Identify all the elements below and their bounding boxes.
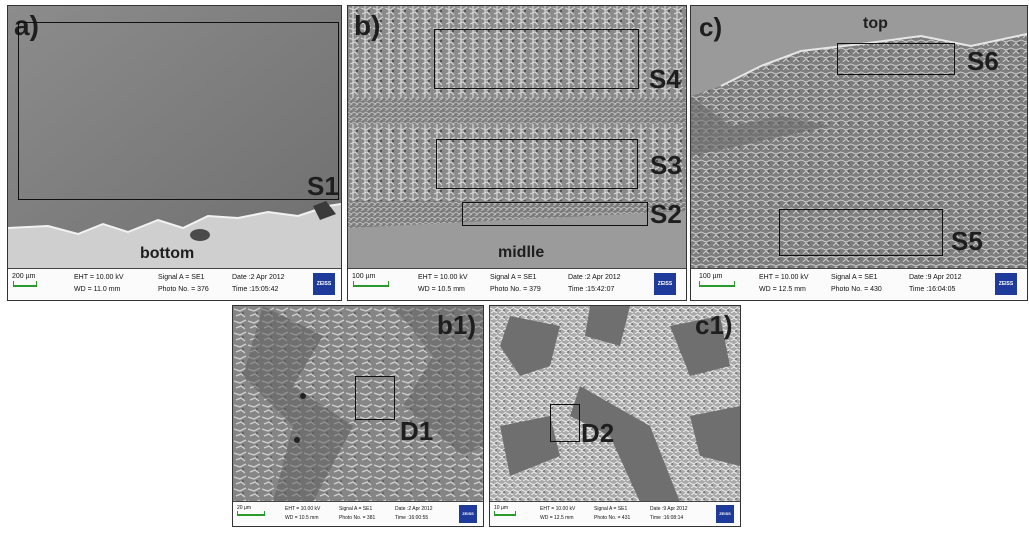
sem-panel-a: a) S1 bottom 200 µm EHT = 10.00 kV WD = … xyxy=(7,5,342,301)
roi-box-d2 xyxy=(550,404,580,442)
region-label-s3: S3 xyxy=(650,150,682,180)
sem-panel-b: b) S4 S3 S2 midlle 100 µm EHT = 10.00 kV… xyxy=(347,5,687,301)
eht-value: EHT = 10.00 kV xyxy=(285,506,321,512)
roi-box-s3 xyxy=(436,139,638,189)
region-label-bottom: bottom xyxy=(140,245,195,262)
photo-number: Photo No. = 381 xyxy=(339,515,376,521)
sem-databar-b1: 20 µm EHT = 10.00 kV WD = 10.5 mm Signal… xyxy=(233,501,483,526)
region-label-d2: D2 xyxy=(581,418,615,448)
zeiss-logo: ZEISS xyxy=(459,505,477,523)
sem-databar-c1: 10 µm EHT = 10.00 kV WD = 12.5 mm Signal… xyxy=(490,501,740,526)
eht-value: EHT = 10.00 kV xyxy=(418,274,468,281)
photo-number: Photo No. = 430 xyxy=(831,286,882,293)
region-label-d1: D1 xyxy=(400,416,434,446)
scale-label: 100 µm xyxy=(352,273,376,280)
eht-value: EHT = 10.00 kV xyxy=(540,506,576,512)
sem-panel-c1: c1) D2 10 µm EHT = 10.00 kV WD = 12.5 mm… xyxy=(489,305,741,527)
time-value: Time :15:05:42 xyxy=(232,286,279,293)
date-value: Date :9 Apr 2012 xyxy=(909,274,962,281)
region-label-top: top xyxy=(863,15,888,32)
sem-databar-c: 100 µm EHT = 10.00 kV WD = 12.5 mm Signa… xyxy=(691,268,1027,300)
scale-bar xyxy=(237,511,265,516)
date-value: Date :2 Apr 2012 xyxy=(232,274,285,281)
micrograph-c1 xyxy=(490,306,740,502)
region-label-midlle: midlle xyxy=(498,244,545,261)
wd-value: WD = 11.0 mm xyxy=(74,286,121,293)
time-value: Time :16:08:14 xyxy=(650,515,684,521)
scale-bar xyxy=(494,511,516,516)
date-value: Date :9 Apr 2012 xyxy=(650,506,688,512)
time-value: Time :16:04:05 xyxy=(909,286,956,293)
micrograph-b1 xyxy=(233,306,483,502)
photo-number: Photo No. = 379 xyxy=(490,286,541,293)
zeiss-logo: ZEISS xyxy=(654,273,676,295)
roi-box-s2 xyxy=(462,202,648,226)
micrograph-a xyxy=(8,6,341,269)
panel-label-b1: b1) xyxy=(437,310,476,340)
roi-box-s5 xyxy=(779,209,943,256)
photo-number: Photo No. = 431 xyxy=(594,515,631,521)
signal-value: Signal A = SE1 xyxy=(831,274,878,281)
scale-label: 10 µm xyxy=(494,505,508,511)
scale-bar xyxy=(353,281,389,287)
wd-value: WD = 12.5 mm xyxy=(540,515,574,521)
wd-value: WD = 12.5 mm xyxy=(759,286,806,293)
roi-box-s1 xyxy=(18,22,339,200)
sem-databar-b: 100 µm EHT = 10.00 kV WD = 10.5 mm Signa… xyxy=(348,268,686,300)
wd-value: WD = 10.5 mm xyxy=(418,286,465,293)
scale-label: 20 µm xyxy=(237,505,251,511)
panel-label-b: b) xyxy=(354,10,381,41)
micrograph-c xyxy=(691,6,1027,269)
sem-databar-a: 200 µm EHT = 10.00 kV WD = 11.0 mm Signa… xyxy=(8,268,341,300)
roi-box-d1 xyxy=(355,376,395,420)
zeiss-logo: ZEISS xyxy=(313,273,335,295)
region-label-s2: S2 xyxy=(650,199,682,229)
region-label-s4: S4 xyxy=(649,64,681,94)
eht-value: EHT = 10.00 kV xyxy=(759,274,809,281)
zeiss-logo: ZEISS xyxy=(995,273,1017,295)
eht-value: EHT = 10.00 kV xyxy=(74,274,124,281)
roi-box-s4 xyxy=(434,29,639,89)
time-value: Time :15:42:07 xyxy=(568,286,615,293)
region-label-s5: S5 xyxy=(951,226,983,256)
scale-label: 200 µm xyxy=(12,273,36,280)
panel-label-c1: c1) xyxy=(695,310,733,340)
signal-value: Signal A = SE1 xyxy=(158,274,205,281)
wd-value: WD = 10.5 mm xyxy=(285,515,319,521)
roi-box-s6 xyxy=(837,43,955,75)
region-label-s6: S6 xyxy=(967,46,999,76)
scale-label: 100 µm xyxy=(699,273,723,280)
date-value: Date :2 Apr 2012 xyxy=(568,274,621,281)
sem-panel-c: c) top S6 S5 100 µm EHT = 10.00 kV WD = … xyxy=(690,5,1028,301)
photo-number: Photo No. = 376 xyxy=(158,286,209,293)
date-value: Date :2 Apr 2012 xyxy=(395,506,433,512)
time-value: Time :16:00:55 xyxy=(395,515,429,521)
panel-label-c: c) xyxy=(699,12,723,42)
zeiss-logo: ZEISS xyxy=(716,505,734,523)
region-label-s1: S1 xyxy=(307,171,339,201)
sem-panel-b1: b1) D1 20 µm EHT = 10.00 kV WD = 10.5 mm… xyxy=(232,305,484,527)
scale-bar xyxy=(13,281,37,287)
signal-value: Signal A = SE1 xyxy=(594,506,628,512)
scale-bar xyxy=(699,281,735,287)
signal-value: Signal A = SE1 xyxy=(490,274,537,281)
signal-value: Signal A = SE1 xyxy=(339,506,373,512)
